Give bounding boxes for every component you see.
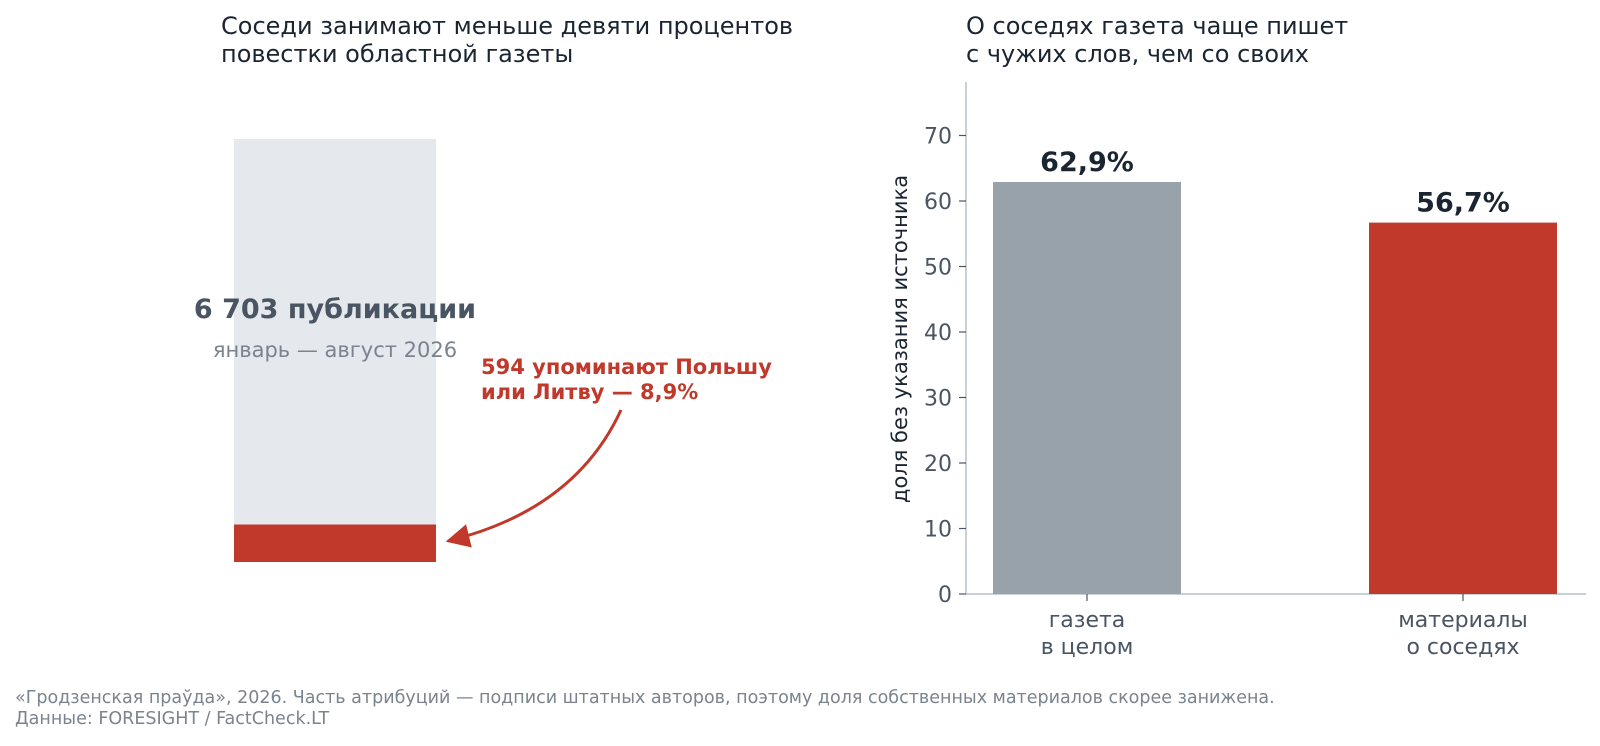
- left-chart-title: Соседи занимают меньше девяти процентов …: [221, 12, 794, 68]
- footnote: «Гродзенская праўда», 2026. Часть атрибу…: [15, 688, 1275, 730]
- bar: [1369, 222, 1557, 595]
- neighbors-annotation: 594 упоминают Польшу или Литву — 8,9%: [481, 355, 779, 404]
- annotation-arrow: [445, 409, 623, 548]
- publications-proportion-chart: 6 703 публикации январь — август 2026 59…: [194, 139, 779, 562]
- neighbors-publications-bar: [234, 524, 436, 562]
- y-tick-label: 40: [924, 321, 952, 346]
- data-label: 56,7%: [1416, 188, 1510, 219]
- x-tick-label: газета в целом: [1041, 608, 1134, 660]
- y-tick-label: 0: [938, 583, 952, 608]
- total-publications-label: 6 703 публикации: [194, 294, 476, 325]
- y-tick-label: 50: [924, 256, 952, 281]
- data-label: 62,9%: [1040, 147, 1134, 178]
- right-chart-title: О соседях газета чаще пишет с чужих слов…: [966, 12, 1349, 68]
- total-publications-bar: [234, 139, 436, 562]
- footnote-line-1: «Гродзенская праўда», 2026. Часть атрибу…: [15, 688, 1275, 708]
- y-axis-label: доля без указания источника: [888, 175, 912, 503]
- neighbors-annotation-line-1: 594 упоминают Польшу: [481, 355, 772, 379]
- period-label: январь — август 2026: [213, 338, 457, 362]
- y-tick-label: 30: [924, 387, 952, 412]
- no-source-share-chart: 0 10 20 30 40 50 60 70 доля без указания источни…: [888, 82, 1586, 660]
- y-tick-label: 70: [924, 125, 952, 150]
- footnote-line-2: Данные: FORESIGHT / FactCheck.LT: [15, 709, 330, 729]
- bar: [993, 182, 1181, 594]
- y-tick-label: 60: [924, 190, 952, 215]
- y-tick-label: 10: [924, 518, 952, 543]
- x-tick-label: материалы о соседях: [1398, 608, 1528, 660]
- y-tick-label: 20: [924, 452, 952, 477]
- neighbors-annotation-line-2: или Литву — 8,9%: [481, 380, 698, 404]
